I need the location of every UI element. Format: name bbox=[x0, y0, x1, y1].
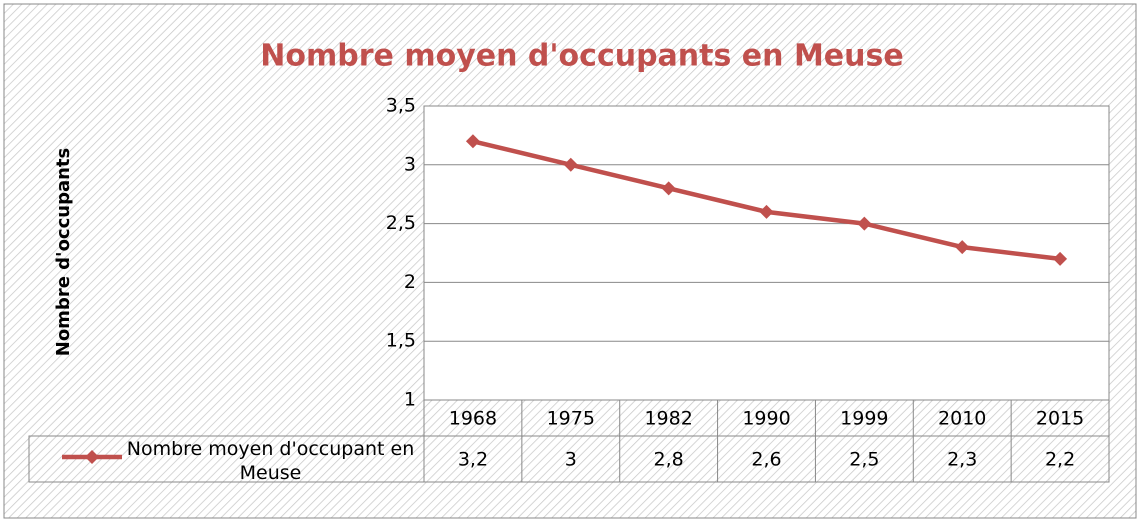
data-point bbox=[563, 157, 578, 172]
data-table-value: 2,8 bbox=[654, 449, 684, 471]
data-point bbox=[857, 216, 872, 231]
legend-entry: Nombre moyen d'occupant en Meuse bbox=[126, 438, 415, 483]
y-tick-label: 3 bbox=[404, 153, 416, 175]
y-axis-label: Nombre d'occupants bbox=[53, 148, 74, 357]
data-point bbox=[661, 181, 676, 196]
x-tick-label: 2010 bbox=[938, 408, 986, 430]
legend-marker bbox=[85, 450, 99, 464]
legend-label: Nombre moyen d'occupant en Meuse bbox=[126, 438, 415, 483]
x-tick-label: 1982 bbox=[644, 408, 692, 430]
data-table-value: 2,2 bbox=[1045, 449, 1075, 471]
x-tick-label: 1999 bbox=[840, 408, 888, 430]
data-table-value: 3,2 bbox=[458, 449, 488, 471]
y-tick-label: 2,5 bbox=[386, 212, 416, 234]
data-point bbox=[1053, 251, 1068, 266]
chart-title: Nombre moyen d'occupants en Meuse bbox=[260, 39, 903, 74]
x-tick-label: 1975 bbox=[547, 408, 595, 430]
y-tick-label: 1 bbox=[404, 389, 416, 411]
x-tick-label: 1990 bbox=[742, 408, 790, 430]
y-tick-label: 1,5 bbox=[386, 330, 416, 352]
data-table-value: 2,6 bbox=[751, 449, 781, 471]
y-tick-label: 2 bbox=[404, 271, 416, 293]
plot-border bbox=[423, 105, 1110, 401]
data-point bbox=[465, 134, 480, 149]
data-table-value: 2,3 bbox=[947, 449, 977, 471]
data-table-value: 3 bbox=[565, 449, 577, 471]
x-tick-label: 2015 bbox=[1036, 408, 1084, 430]
data-point bbox=[955, 240, 970, 255]
y-tick-label: 3,5 bbox=[386, 95, 416, 117]
x-tick-label: 1968 bbox=[449, 408, 497, 430]
data-table-value: 2,5 bbox=[849, 449, 879, 471]
data-point bbox=[759, 204, 774, 219]
